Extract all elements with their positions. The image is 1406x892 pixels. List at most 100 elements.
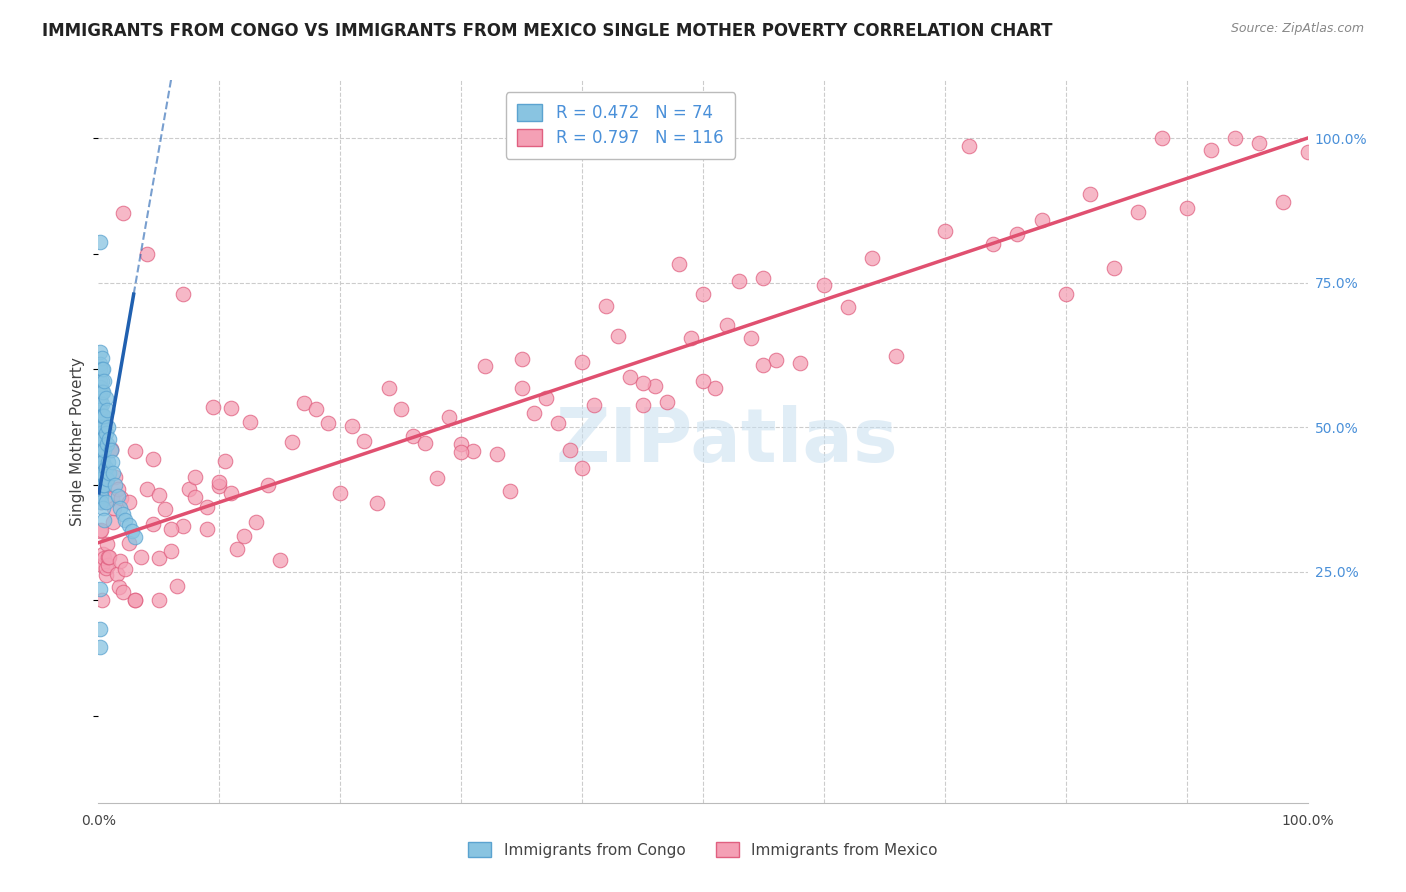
Point (121, 524, 143, 538)
Point (510, 351, 533, 366)
Point (90, 437, 112, 451)
Point (153, 502, 176, 516)
Point (91, 558, 114, 572)
Point (96, 472, 118, 486)
Point (679, 331, 702, 345)
Point (124, 593, 146, 607)
Point (89, 524, 111, 538)
Point (534, 391, 557, 405)
Point (97, 455, 120, 469)
Point (93, 409, 115, 423)
Point (91, 467, 114, 481)
Point (100, 442, 122, 457)
Point (1031, 212, 1053, 227)
Point (91, 351, 114, 365)
Point (486, 446, 509, 460)
Point (90, 443, 112, 458)
Point (342, 418, 364, 433)
Point (96, 402, 118, 417)
Point (103, 500, 125, 515)
Point (91, 362, 114, 376)
Point (90, 478, 112, 492)
Point (91, 409, 114, 423)
Point (94, 560, 117, 574)
Point (631, 376, 654, 391)
Point (89, 582, 111, 596)
Point (1007, 227, 1029, 241)
Point (571, 460, 593, 475)
Point (91, 397, 114, 411)
Point (221, 401, 243, 415)
Point (208, 475, 231, 489)
Point (607, 329, 630, 343)
Point (97, 420, 120, 434)
Point (644, 379, 666, 393)
Point (583, 398, 606, 412)
Point (789, 356, 811, 370)
Point (142, 452, 165, 467)
Y-axis label: Single Mother Poverty: Single Mother Poverty (70, 357, 86, 526)
Point (752, 358, 775, 372)
Point (957, 139, 980, 153)
Point (1102, 260, 1125, 275)
Point (97, 550, 120, 565)
Point (704, 381, 727, 395)
Point (195, 522, 218, 536)
Point (90, 467, 112, 481)
Point (98, 549, 121, 564)
Point (1128, 205, 1150, 219)
Point (142, 517, 165, 532)
Point (172, 287, 194, 301)
Point (89, 379, 111, 393)
Point (595, 299, 617, 313)
Point (93, 374, 115, 388)
Point (108, 580, 131, 594)
Point (214, 453, 236, 467)
Point (232, 529, 254, 543)
Point (90, 472, 112, 486)
Point (111, 206, 134, 220)
Point (226, 541, 249, 556)
Point (104, 469, 127, 483)
Point (305, 402, 328, 417)
Point (94, 425, 117, 440)
Point (208, 478, 231, 492)
Point (934, 224, 956, 238)
Point (450, 437, 472, 451)
Point (108, 554, 131, 568)
Point (547, 416, 569, 430)
Point (366, 496, 388, 510)
Point (245, 516, 267, 530)
Legend: Immigrants from Congo, Immigrants from Mexico: Immigrants from Congo, Immigrants from M… (463, 836, 943, 863)
Point (91, 443, 114, 458)
Text: IMMIGRANTS FROM CONGO VS IMMIGRANTS FROM MEXICO SINGLE MOTHER POVERTY CORRELATIO: IMMIGRANTS FROM CONGO VS IMMIGRANTS FROM… (42, 22, 1053, 40)
Point (353, 434, 375, 448)
Point (91, 362, 114, 376)
Point (91, 455, 114, 469)
Point (426, 471, 449, 485)
Point (160, 522, 183, 536)
Point (413, 436, 436, 450)
Point (571, 354, 593, 368)
Point (124, 444, 146, 458)
Point (93, 551, 115, 566)
Point (91, 385, 114, 400)
Point (437, 410, 460, 425)
Point (90, 425, 112, 440)
Point (292, 396, 315, 410)
Point (107, 482, 129, 496)
Point (498, 483, 520, 498)
Point (1199, 143, 1222, 157)
Point (148, 551, 170, 566)
Point (523, 406, 546, 420)
Point (91, 374, 114, 388)
Point (329, 486, 352, 500)
Point (91, 432, 114, 446)
Point (98, 467, 121, 481)
Text: ZIPatlas: ZIPatlas (555, 405, 898, 478)
Point (108, 501, 131, 516)
Point (89, 397, 111, 411)
Point (89, 640, 111, 654)
Point (1223, 131, 1246, 145)
Point (114, 562, 136, 576)
